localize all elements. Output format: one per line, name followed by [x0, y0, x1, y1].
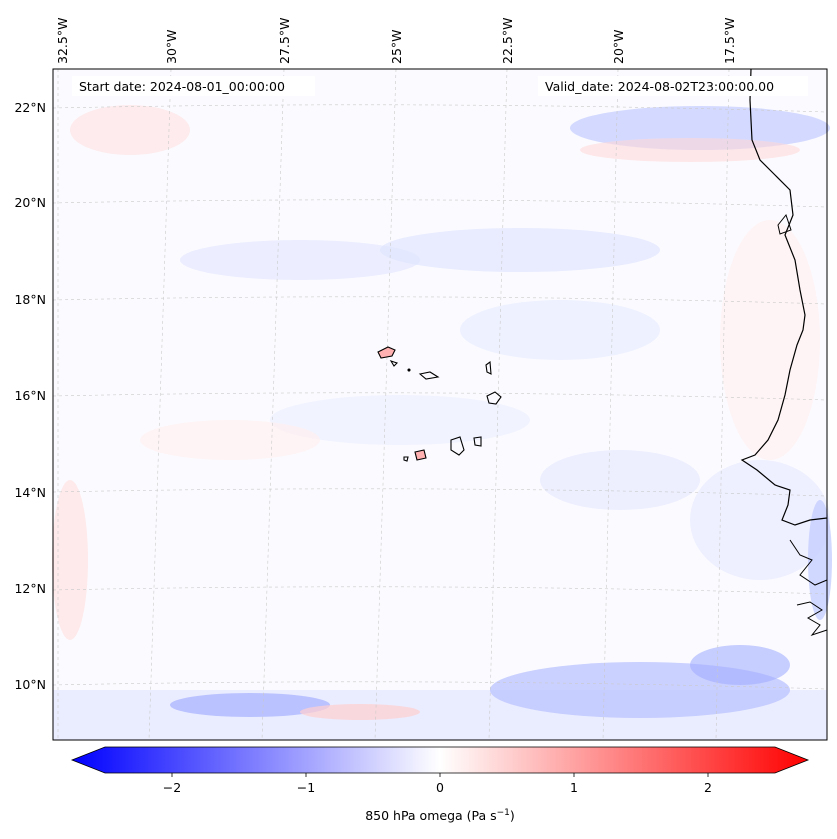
- header-bar: Start date: 2024-08-01_00:00:00 Valid_da…: [72, 76, 808, 96]
- lon-label-22-5w: 22.5°W: [500, 18, 515, 64]
- lon-label-17-5w: 17.5°W: [722, 18, 737, 64]
- colorbar-tick-neg2: −2: [163, 780, 181, 795]
- colorbar-bar: [70, 746, 810, 774]
- longitude-labels: 32.5°W 30°W 27.5°W 25°W 22.5°W 20°W 17.5…: [55, 18, 737, 64]
- lat-label-18n: 18°N: [14, 292, 46, 307]
- start-date-label: Start date: 2024-08-01_00:00:00: [79, 79, 285, 94]
- valid-date-label: Valid_date: 2024-08-02T23:00:00.00: [545, 79, 774, 94]
- lat-label-22n: 22°N: [14, 100, 46, 115]
- colorbar-label: 850 hPa omega (Pa s−1): [365, 808, 515, 823]
- lon-label-27-5w: 27.5°W: [277, 18, 292, 64]
- colorbar-tick-0: 0: [436, 780, 444, 795]
- colorbar: −2 −1 0 1 2 850 hPa omega (Pa s−1): [70, 746, 810, 823]
- lon-label-20w: 20°W: [611, 29, 626, 64]
- lon-label-32-5w: 32.5°W: [55, 18, 70, 64]
- lat-label-12n: 12°N: [14, 581, 46, 596]
- latitude-labels: 22°N 20°N 18°N 16°N 14°N 12°N 10°N: [14, 100, 46, 692]
- map-panel: [52, 68, 832, 741]
- coastline: [740, 68, 828, 526]
- colorbar-tick-1: 1: [570, 780, 578, 795]
- cape-verde-islands: [377, 346, 502, 462]
- lon-label-25w: 25°W: [389, 29, 404, 64]
- lat-label-10n: 10°N: [14, 677, 46, 692]
- lat-label-20n: 20°N: [14, 195, 46, 210]
- graticule: [52, 68, 828, 741]
- colorbar-tick-2: 2: [704, 780, 712, 795]
- omega-field: [52, 105, 832, 740]
- colorbar-tick-neg1: −1: [297, 780, 315, 795]
- lat-label-14n: 14°N: [14, 485, 46, 500]
- lat-label-16n: 16°N: [14, 388, 46, 403]
- lon-label-30w: 30°W: [164, 29, 179, 64]
